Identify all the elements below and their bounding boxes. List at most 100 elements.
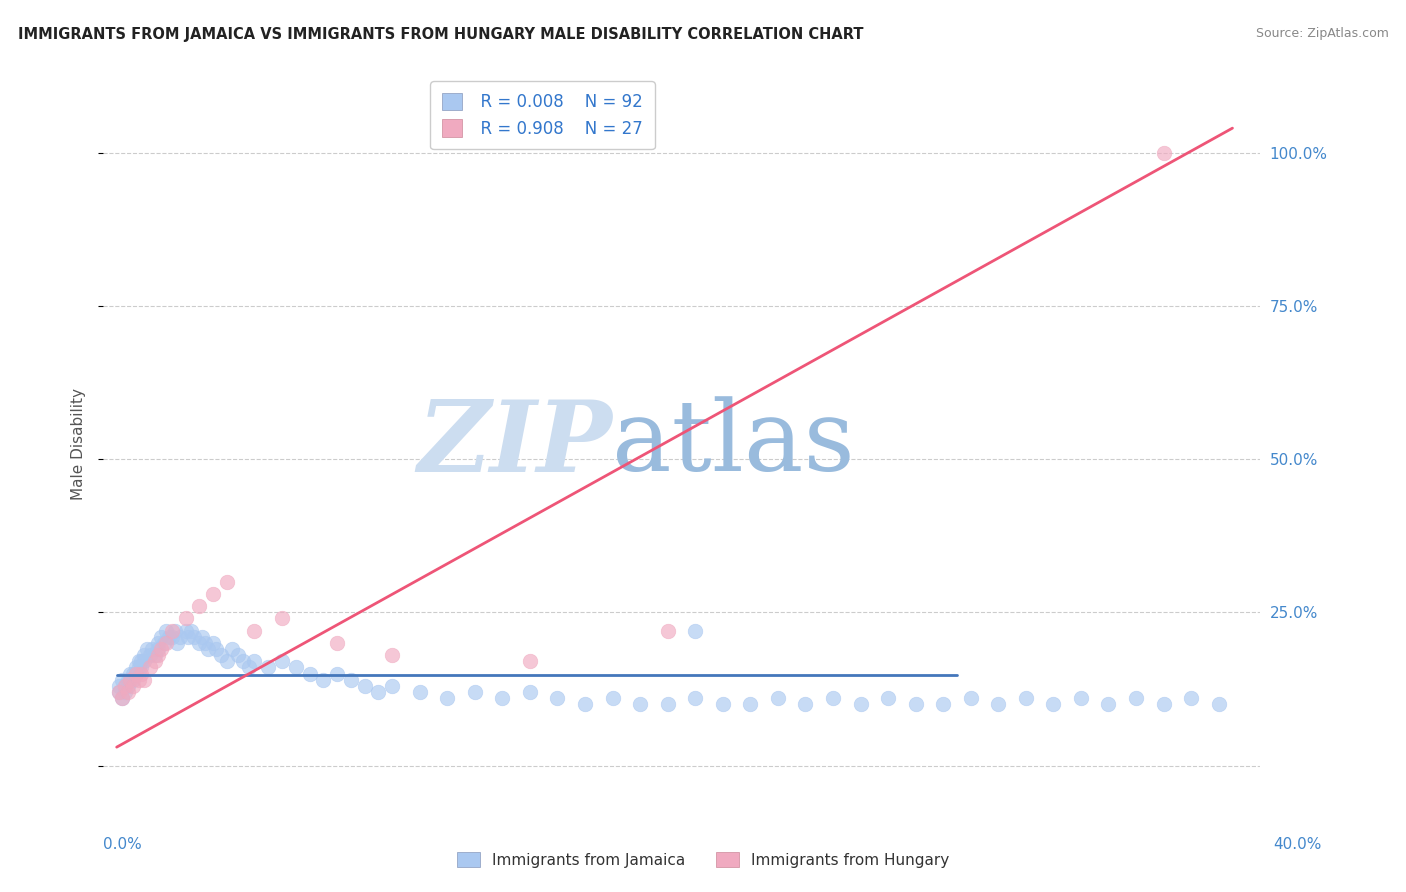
Point xyxy=(131,666,153,681)
Point xyxy=(959,691,981,706)
Point xyxy=(877,691,900,706)
Point xyxy=(146,648,169,663)
Point xyxy=(602,691,624,706)
Point xyxy=(180,624,202,638)
Point xyxy=(131,660,153,674)
Point xyxy=(128,660,150,674)
Point xyxy=(122,666,145,681)
Text: Source: ZipAtlas.com: Source: ZipAtlas.com xyxy=(1256,27,1389,40)
Point xyxy=(519,685,541,699)
Point xyxy=(238,660,260,674)
Point xyxy=(141,642,163,657)
Point xyxy=(215,654,238,668)
Point xyxy=(114,679,136,693)
Point xyxy=(134,648,156,663)
Point xyxy=(163,624,186,638)
Point xyxy=(114,679,136,693)
Point xyxy=(326,666,349,681)
Point xyxy=(519,654,541,668)
Point xyxy=(1153,698,1175,712)
Point xyxy=(491,691,513,706)
Point xyxy=(367,685,389,699)
Point xyxy=(1208,698,1230,712)
Point xyxy=(125,666,148,681)
Point xyxy=(128,654,150,668)
Point xyxy=(226,648,249,663)
Point xyxy=(188,599,211,614)
Point xyxy=(120,666,142,681)
Point xyxy=(114,685,136,699)
Text: 0.0%: 0.0% xyxy=(103,838,142,852)
Point xyxy=(143,654,166,668)
Point xyxy=(381,648,404,663)
Point xyxy=(134,654,156,668)
Point xyxy=(794,698,817,712)
Point xyxy=(215,574,238,589)
Point xyxy=(1015,691,1038,706)
Point xyxy=(143,648,166,663)
Point xyxy=(243,654,266,668)
Point xyxy=(157,630,180,644)
Point xyxy=(160,630,183,644)
Point xyxy=(120,673,142,687)
Point xyxy=(136,642,159,657)
Point xyxy=(657,624,679,638)
Point xyxy=(849,698,872,712)
Point xyxy=(232,654,254,668)
Point xyxy=(183,630,205,644)
Point xyxy=(111,691,134,706)
Text: IMMIGRANTS FROM JAMAICA VS IMMIGRANTS FROM HUNGARY MALE DISABILITY CORRELATION C: IMMIGRANTS FROM JAMAICA VS IMMIGRANTS FR… xyxy=(18,27,863,42)
Point xyxy=(1042,698,1064,712)
Point xyxy=(1153,145,1175,160)
Point xyxy=(139,660,162,674)
Point xyxy=(202,636,225,650)
Point xyxy=(340,673,363,687)
Text: atlas: atlas xyxy=(612,396,855,491)
Text: ZIP: ZIP xyxy=(418,395,612,492)
Point xyxy=(120,673,142,687)
Point xyxy=(117,679,139,693)
Point xyxy=(149,642,172,657)
Point xyxy=(155,624,177,638)
Point xyxy=(221,642,243,657)
Point xyxy=(271,611,294,625)
Point xyxy=(683,691,706,706)
Point xyxy=(152,636,174,650)
Point xyxy=(108,685,131,699)
Point xyxy=(987,698,1010,712)
Point xyxy=(160,624,183,638)
Point xyxy=(821,691,844,706)
Point xyxy=(146,636,169,650)
Point xyxy=(711,698,734,712)
Point xyxy=(108,685,131,699)
Point xyxy=(134,673,156,687)
Point xyxy=(177,630,200,644)
Point xyxy=(257,660,280,674)
Point xyxy=(108,679,131,693)
Point xyxy=(1070,691,1092,706)
Point xyxy=(209,648,232,663)
Point xyxy=(125,666,148,681)
Point xyxy=(125,660,148,674)
Point xyxy=(117,685,139,699)
Point xyxy=(464,685,486,699)
Point xyxy=(174,624,197,638)
Point xyxy=(128,673,150,687)
Point xyxy=(146,642,169,657)
Point xyxy=(205,642,228,657)
Point xyxy=(628,698,651,712)
Point xyxy=(1180,691,1202,706)
Point xyxy=(904,698,927,712)
Point xyxy=(243,624,266,638)
Point xyxy=(188,636,211,650)
Point xyxy=(381,679,404,693)
Point xyxy=(657,698,679,712)
Point xyxy=(111,673,134,687)
Y-axis label: Male Disability: Male Disability xyxy=(72,388,86,500)
Point xyxy=(284,660,307,674)
Point xyxy=(139,648,162,663)
Point xyxy=(202,587,225,601)
Point xyxy=(353,679,375,693)
Point xyxy=(111,691,134,706)
Point xyxy=(312,673,335,687)
